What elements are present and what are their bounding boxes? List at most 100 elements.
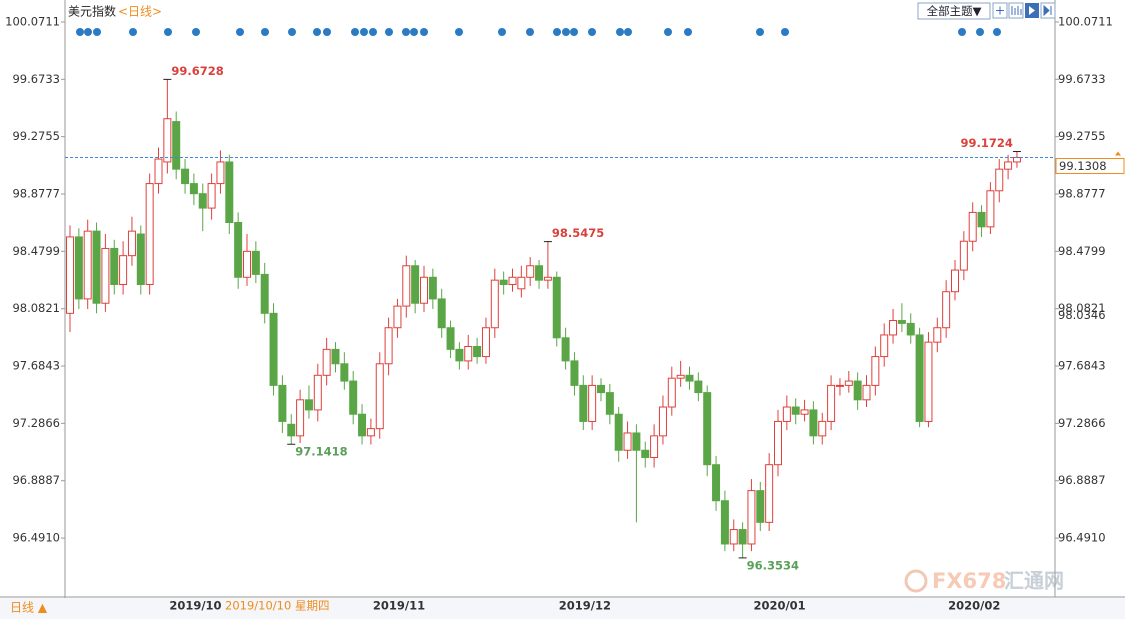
candle-body [897,320,906,324]
candle-body [942,291,951,329]
candle-body [287,423,296,437]
event-dot[interactable] [410,28,418,36]
candle-body [358,413,367,437]
event-dot[interactable] [261,28,269,36]
y-tick-label: 97.6843 [12,359,60,373]
event-markers[interactable] [76,28,1001,36]
y2-tick-label: 97.6843 [1058,359,1106,373]
theme-button-box[interactable] [917,2,991,20]
candle-body [393,305,402,329]
y-tick-label: 97.2866 [12,416,60,430]
toolbar-icons[interactable] [992,2,1056,19]
event-dot[interactable] [323,28,331,36]
period-button[interactable]: 日线 ▲ [10,601,48,615]
y2-tick-label: 98.8777 [1058,187,1106,201]
candle-body [66,236,74,314]
candle-body [402,265,411,307]
event-dot[interactable] [313,28,321,36]
candle-body [1004,161,1013,170]
candle-body [473,345,482,358]
icon [1011,6,1022,15]
event-dot[interactable] [369,28,377,36]
candle-body [703,392,712,466]
candle-body [366,428,375,437]
candle-body [526,265,535,278]
candle-body [508,276,517,285]
y2-tick-label: 96.8887 [1058,473,1106,487]
candle-body [101,247,110,304]
event-dot[interactable] [993,28,1001,36]
candle-body [765,464,774,523]
candle-body [774,420,782,466]
y2-tick-label: 100.0711 [1058,14,1113,28]
event-dot[interactable] [616,28,624,36]
candle-body [597,384,605,394]
candle-body [481,327,490,358]
candle-body [862,384,871,401]
candle-body [154,158,163,185]
candle-body [720,500,729,545]
event-dot[interactable] [129,28,137,36]
event-dot[interactable] [192,28,200,36]
event-dot[interactable] [684,28,692,36]
event-dot[interactable] [781,28,789,36]
event-dot[interactable] [498,28,506,36]
event-dot[interactable] [562,28,570,36]
event-dot[interactable] [93,28,101,36]
candle-body [782,406,791,422]
candle-body [729,529,738,545]
candle-body [119,255,128,285]
event-dot[interactable] [588,28,596,36]
event-dot[interactable] [84,28,92,36]
candle-body [906,322,915,336]
event-dot[interactable] [288,28,296,36]
extreme-label: 99.1724 [961,136,1013,150]
candle-body [756,490,765,523]
watermark-name: 汇通网 [1004,569,1064,593]
event-dot[interactable] [420,28,428,36]
candle-body [738,529,747,545]
candle-body [136,233,145,285]
candle-body [853,380,862,401]
event-dot[interactable] [455,28,463,36]
candle-body [835,384,844,387]
event-dot[interactable] [570,28,578,36]
y-tick-label: 98.4799 [12,244,60,258]
event-dot[interactable] [164,28,172,36]
theme-button[interactable]: 全部主题▼ [927,4,982,18]
candle-body [260,273,269,314]
event-dot[interactable] [553,28,561,36]
event-dot[interactable] [756,28,764,36]
candle-body [995,168,1004,192]
candle-body [871,356,880,386]
y-tick-label: 98.8777 [12,187,60,201]
watermark: FX678 汇通网 [904,569,1064,593]
event-dot[interactable] [664,28,672,36]
event-dot[interactable] [624,28,632,36]
candle-body [570,360,579,386]
event-dot[interactable] [526,28,534,36]
event-dot[interactable] [236,28,244,36]
candle-body [579,384,588,422]
candle-body [411,265,420,304]
event-dot[interactable] [76,28,84,36]
event-dot[interactable] [402,28,410,36]
candle-body [517,276,526,290]
event-dot[interactable] [958,28,966,36]
event-dot[interactable] [976,28,984,36]
candle-body [163,118,172,163]
y2-tick-label: 97.2866 [1058,416,1106,430]
y-tick-label: 96.8887 [12,473,60,487]
event-dot[interactable] [385,28,393,36]
event-dot[interactable] [360,28,368,36]
event-dot[interactable] [351,28,359,36]
candle-body [561,337,570,362]
chart-subtitle[interactable]: <日线> [118,5,162,19]
candle-body [588,384,597,422]
candle-body [172,121,181,170]
extreme-label: 96.3534 [747,558,799,572]
candle-body [959,240,968,271]
x-tick-label: 2019/10 [169,599,221,613]
